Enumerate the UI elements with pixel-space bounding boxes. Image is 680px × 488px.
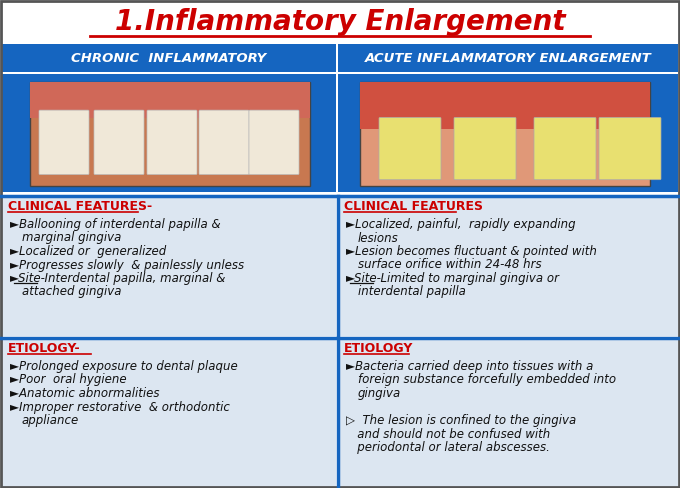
Text: ETIOLOGY-: ETIOLOGY- bbox=[8, 343, 81, 355]
Text: ►Ballooning of interdental papilla &: ►Ballooning of interdental papilla & bbox=[10, 218, 220, 231]
FancyBboxPatch shape bbox=[454, 118, 516, 180]
Text: ►Site-: ►Site- bbox=[10, 272, 46, 285]
Text: appliance: appliance bbox=[22, 414, 80, 427]
FancyBboxPatch shape bbox=[94, 110, 144, 175]
Text: ►Lesion becomes fluctuant & pointed with: ►Lesion becomes fluctuant & pointed with bbox=[346, 245, 597, 258]
Text: ►Localized or  generalized: ►Localized or generalized bbox=[10, 245, 166, 258]
Text: interdental papilla: interdental papilla bbox=[358, 285, 466, 299]
Bar bbox=[2, 338, 336, 488]
Text: attached gingiva: attached gingiva bbox=[22, 285, 122, 299]
Bar bbox=[2, 196, 336, 336]
Text: Interdental papilla, marginal &: Interdental papilla, marginal & bbox=[37, 272, 225, 285]
FancyBboxPatch shape bbox=[199, 110, 249, 175]
Text: ►Bacteria carried deep into tissues with a: ►Bacteria carried deep into tissues with… bbox=[346, 360, 594, 373]
Text: periodontal or lateral abscesses.: periodontal or lateral abscesses. bbox=[346, 441, 550, 454]
Text: marginal gingiva: marginal gingiva bbox=[22, 231, 121, 244]
Text: CHRONIC  INFLAMMATORY: CHRONIC INFLAMMATORY bbox=[71, 52, 267, 64]
Bar bbox=[2, 74, 336, 192]
Text: CLINICAL FEATURES: CLINICAL FEATURES bbox=[344, 201, 483, 214]
Bar bbox=[360, 82, 650, 186]
FancyBboxPatch shape bbox=[147, 110, 197, 175]
Text: ►Prolonged exposure to dental plaque: ►Prolonged exposure to dental plaque bbox=[10, 360, 238, 373]
Text: ►Localized, painful,  rapidly expanding: ►Localized, painful, rapidly expanding bbox=[346, 218, 576, 231]
Bar bbox=[338, 44, 678, 72]
Text: gingiva: gingiva bbox=[358, 387, 401, 400]
Text: 1.Inflammatory Enlargement: 1.Inflammatory Enlargement bbox=[115, 8, 565, 36]
Text: ▷  The lesion is confined to the gingiva: ▷ The lesion is confined to the gingiva bbox=[346, 414, 576, 427]
Text: ACUTE INFLAMMATORY ENLARGEMENT: ACUTE INFLAMMATORY ENLARGEMENT bbox=[364, 52, 651, 64]
Text: and should not be confused with: and should not be confused with bbox=[346, 427, 550, 441]
Bar bbox=[2, 44, 336, 72]
FancyBboxPatch shape bbox=[379, 118, 441, 180]
Text: ►Improper restorative  & orthodontic: ►Improper restorative & orthodontic bbox=[10, 401, 230, 413]
FancyBboxPatch shape bbox=[39, 110, 89, 175]
Bar bbox=[338, 196, 678, 336]
Text: ►Site-: ►Site- bbox=[346, 272, 382, 285]
Text: Limited to marginal gingiva or: Limited to marginal gingiva or bbox=[373, 272, 558, 285]
Bar bbox=[338, 74, 678, 192]
Text: foreign substance forcefully embedded into: foreign substance forcefully embedded in… bbox=[358, 373, 616, 386]
Text: ►Poor  oral hygiene: ►Poor oral hygiene bbox=[10, 373, 126, 386]
Text: surface orifice within 24-48 hrs: surface orifice within 24-48 hrs bbox=[358, 259, 542, 271]
Text: ETIOLOGY: ETIOLOGY bbox=[344, 343, 413, 355]
Bar bbox=[360, 82, 650, 129]
Text: ►Anatomic abnormalities: ►Anatomic abnormalities bbox=[10, 387, 160, 400]
Text: ►Progresses slowly  & painlessly unless: ►Progresses slowly & painlessly unless bbox=[10, 259, 244, 271]
Bar bbox=[30, 82, 310, 119]
FancyBboxPatch shape bbox=[249, 110, 299, 175]
FancyBboxPatch shape bbox=[599, 118, 661, 180]
Bar bbox=[338, 338, 678, 488]
Bar bbox=[30, 82, 310, 186]
Text: lesions: lesions bbox=[358, 231, 398, 244]
FancyBboxPatch shape bbox=[534, 118, 596, 180]
Text: CLINICAL FEATURES-: CLINICAL FEATURES- bbox=[8, 201, 152, 214]
